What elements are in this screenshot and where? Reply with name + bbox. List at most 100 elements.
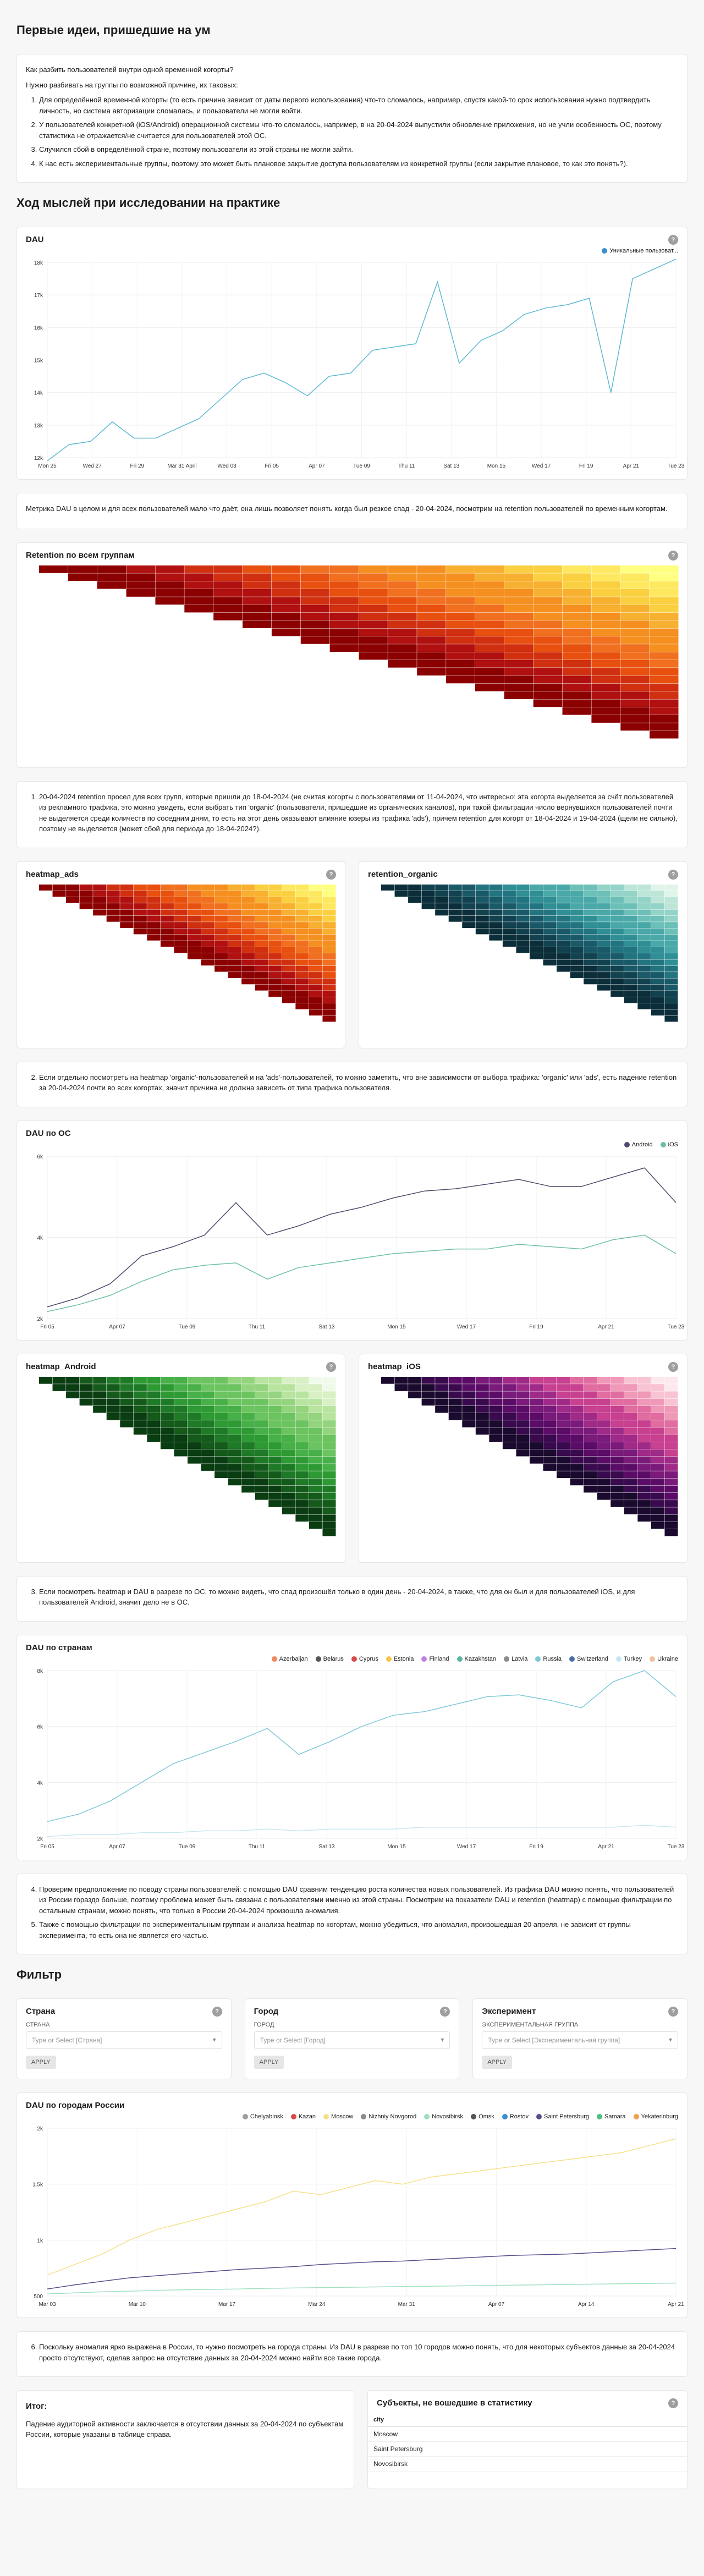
- x-tick-label: Tue 09: [353, 463, 370, 469]
- info-icon[interactable]: ?: [668, 550, 678, 561]
- heatmap-cell: [188, 1383, 201, 1391]
- heatmap-cell: [322, 897, 336, 903]
- legend-item[interactable]: Yekaterinburg: [633, 2113, 678, 2120]
- info-icon[interactable]: ?: [668, 2007, 679, 2017]
- info-icon[interactable]: ?: [326, 869, 336, 880]
- legend-item[interactable]: Saint Petersburg: [536, 2113, 589, 2120]
- legend-item[interactable]: Azerbaijan: [271, 1656, 308, 1662]
- heatmap-cell: [651, 1514, 664, 1522]
- heatmap-cell: [255, 977, 268, 984]
- intro-item: У пользователей конкретной (iOS/Android)…: [39, 119, 678, 141]
- legend-item[interactable]: Moscow: [323, 2113, 353, 2120]
- heatmap-cell: [533, 652, 563, 660]
- heatmap-cell: [282, 1456, 295, 1464]
- legend-item[interactable]: Estonia: [386, 1656, 414, 1662]
- heatmap-cell: [322, 890, 336, 897]
- heatmap-cell: [174, 947, 188, 953]
- legend-item[interactable]: iOS: [660, 1141, 678, 1148]
- column-header[interactable]: city: [368, 2413, 687, 2427]
- legend-item[interactable]: Switzerland: [569, 1656, 608, 1662]
- heatmap-cell: [268, 934, 282, 941]
- legend-item[interactable]: Finland: [421, 1656, 449, 1662]
- heatmap-cell: [243, 605, 272, 612]
- heatmap-cell: [637, 990, 651, 997]
- heatmap-cell: [295, 984, 309, 991]
- heatmap-cell: [489, 1391, 503, 1398]
- heatmap-cell: [637, 977, 651, 984]
- heatmap-android: [39, 1376, 336, 1536]
- heatmap-cell: [241, 1434, 255, 1442]
- legend-item[interactable]: Latvia: [504, 1656, 527, 1662]
- info-icon[interactable]: ?: [668, 2398, 678, 2408]
- legend-item[interactable]: Samara: [596, 2113, 626, 2120]
- info-icon[interactable]: ?: [668, 1361, 678, 1372]
- apply-button[interactable]: APPLY: [482, 2056, 512, 2069]
- heatmap-cell: [475, 1413, 489, 1420]
- legend-item[interactable]: Chelyabinsk: [242, 2113, 283, 2120]
- legend-item[interactable]: Android: [624, 1141, 653, 1148]
- heatmap-cell: [664, 977, 678, 984]
- heatmap-cell: [106, 884, 120, 891]
- legend-item[interactable]: Rostov: [502, 2113, 529, 2120]
- heatmap-cell: [184, 573, 213, 581]
- city-select[interactable]: Type or Select [Город]: [254, 2031, 450, 2049]
- heatmap-cell: [489, 921, 503, 928]
- heatmap-cell: [241, 965, 255, 972]
- heatmap-cell: [664, 997, 678, 1003]
- legend-item[interactable]: Уникальные пользоват...: [602, 248, 678, 254]
- heatmap-cell: [557, 1434, 570, 1442]
- y-tick-label: 17k: [34, 293, 43, 299]
- heatmap-cell: [584, 915, 597, 922]
- heatmap-cell: [174, 921, 188, 928]
- info-icon[interactable]: ?: [440, 2007, 450, 2017]
- legend-item[interactable]: Kazakhstan: [457, 1656, 496, 1662]
- info-icon[interactable]: ?: [212, 2007, 222, 2017]
- heatmap-cell: [309, 915, 322, 922]
- note-card: Метрика DAU в целом и для всех пользоват…: [16, 493, 688, 529]
- heatmap-cell: [448, 1391, 462, 1398]
- heatmap-cell: [295, 940, 309, 947]
- info-icon[interactable]: ?: [668, 869, 678, 880]
- legend-item[interactable]: Kazan: [290, 2113, 316, 2120]
- legend-item[interactable]: Nizhniy Novgorod: [361, 2113, 416, 2120]
- legend-item[interactable]: Novosibirsk: [424, 2113, 463, 2120]
- heatmap-cell: [591, 707, 620, 715]
- retention-heatmap: [39, 565, 679, 738]
- heatmap-cell: [120, 1398, 134, 1405]
- legend-item[interactable]: Cyprus: [351, 1656, 378, 1662]
- heatmap-cell: [228, 884, 241, 891]
- heatmap-cell: [597, 934, 610, 941]
- x-tick-label: Tue 23: [668, 1324, 685, 1330]
- experiment-select[interactable]: Type or Select [Экспериментальная группа…: [482, 2031, 679, 2049]
- info-icon[interactable]: ?: [326, 1361, 336, 1372]
- info-icon[interactable]: ?: [668, 235, 678, 245]
- heatmap-cell: [160, 1420, 174, 1427]
- heatmap-cell: [446, 652, 475, 660]
- heatmap-cell: [446, 573, 475, 581]
- heatmap-cell: [282, 984, 295, 991]
- legend-item[interactable]: Omsk: [471, 2113, 494, 2120]
- apply-button[interactable]: APPLY: [254, 2056, 284, 2069]
- heatmap-cell: [624, 1427, 637, 1435]
- heatmap-cell: [133, 1383, 147, 1391]
- heatmap-cell: [562, 565, 591, 573]
- heatmap-cell: [530, 1427, 543, 1435]
- apply-button[interactable]: APPLY: [26, 2056, 56, 2069]
- heatmap-cell: [329, 596, 359, 605]
- heatmap-cell: [309, 1478, 322, 1485]
- heatmap-cell: [309, 977, 322, 984]
- heatmap-cell: [309, 959, 322, 965]
- heatmap-cell: [624, 928, 637, 934]
- legend-item[interactable]: Belarus: [315, 1656, 344, 1662]
- heatmap-cell: [502, 1376, 516, 1384]
- heatmap-cell: [620, 722, 650, 730]
- legend-item[interactable]: Russia: [535, 1656, 562, 1662]
- heatmap-cell: [597, 1478, 610, 1485]
- legend-item[interactable]: Ukraine: [650, 1656, 678, 1662]
- legend-item[interactable]: Turkey: [615, 1656, 642, 1662]
- country-select[interactable]: Type or Select [Страна]: [26, 2031, 222, 2049]
- heatmap-cell: [359, 605, 388, 612]
- heatmap-cell: [530, 940, 543, 947]
- table-row: Novosibirsk: [368, 2456, 687, 2471]
- heatmap-cell: [268, 1492, 282, 1500]
